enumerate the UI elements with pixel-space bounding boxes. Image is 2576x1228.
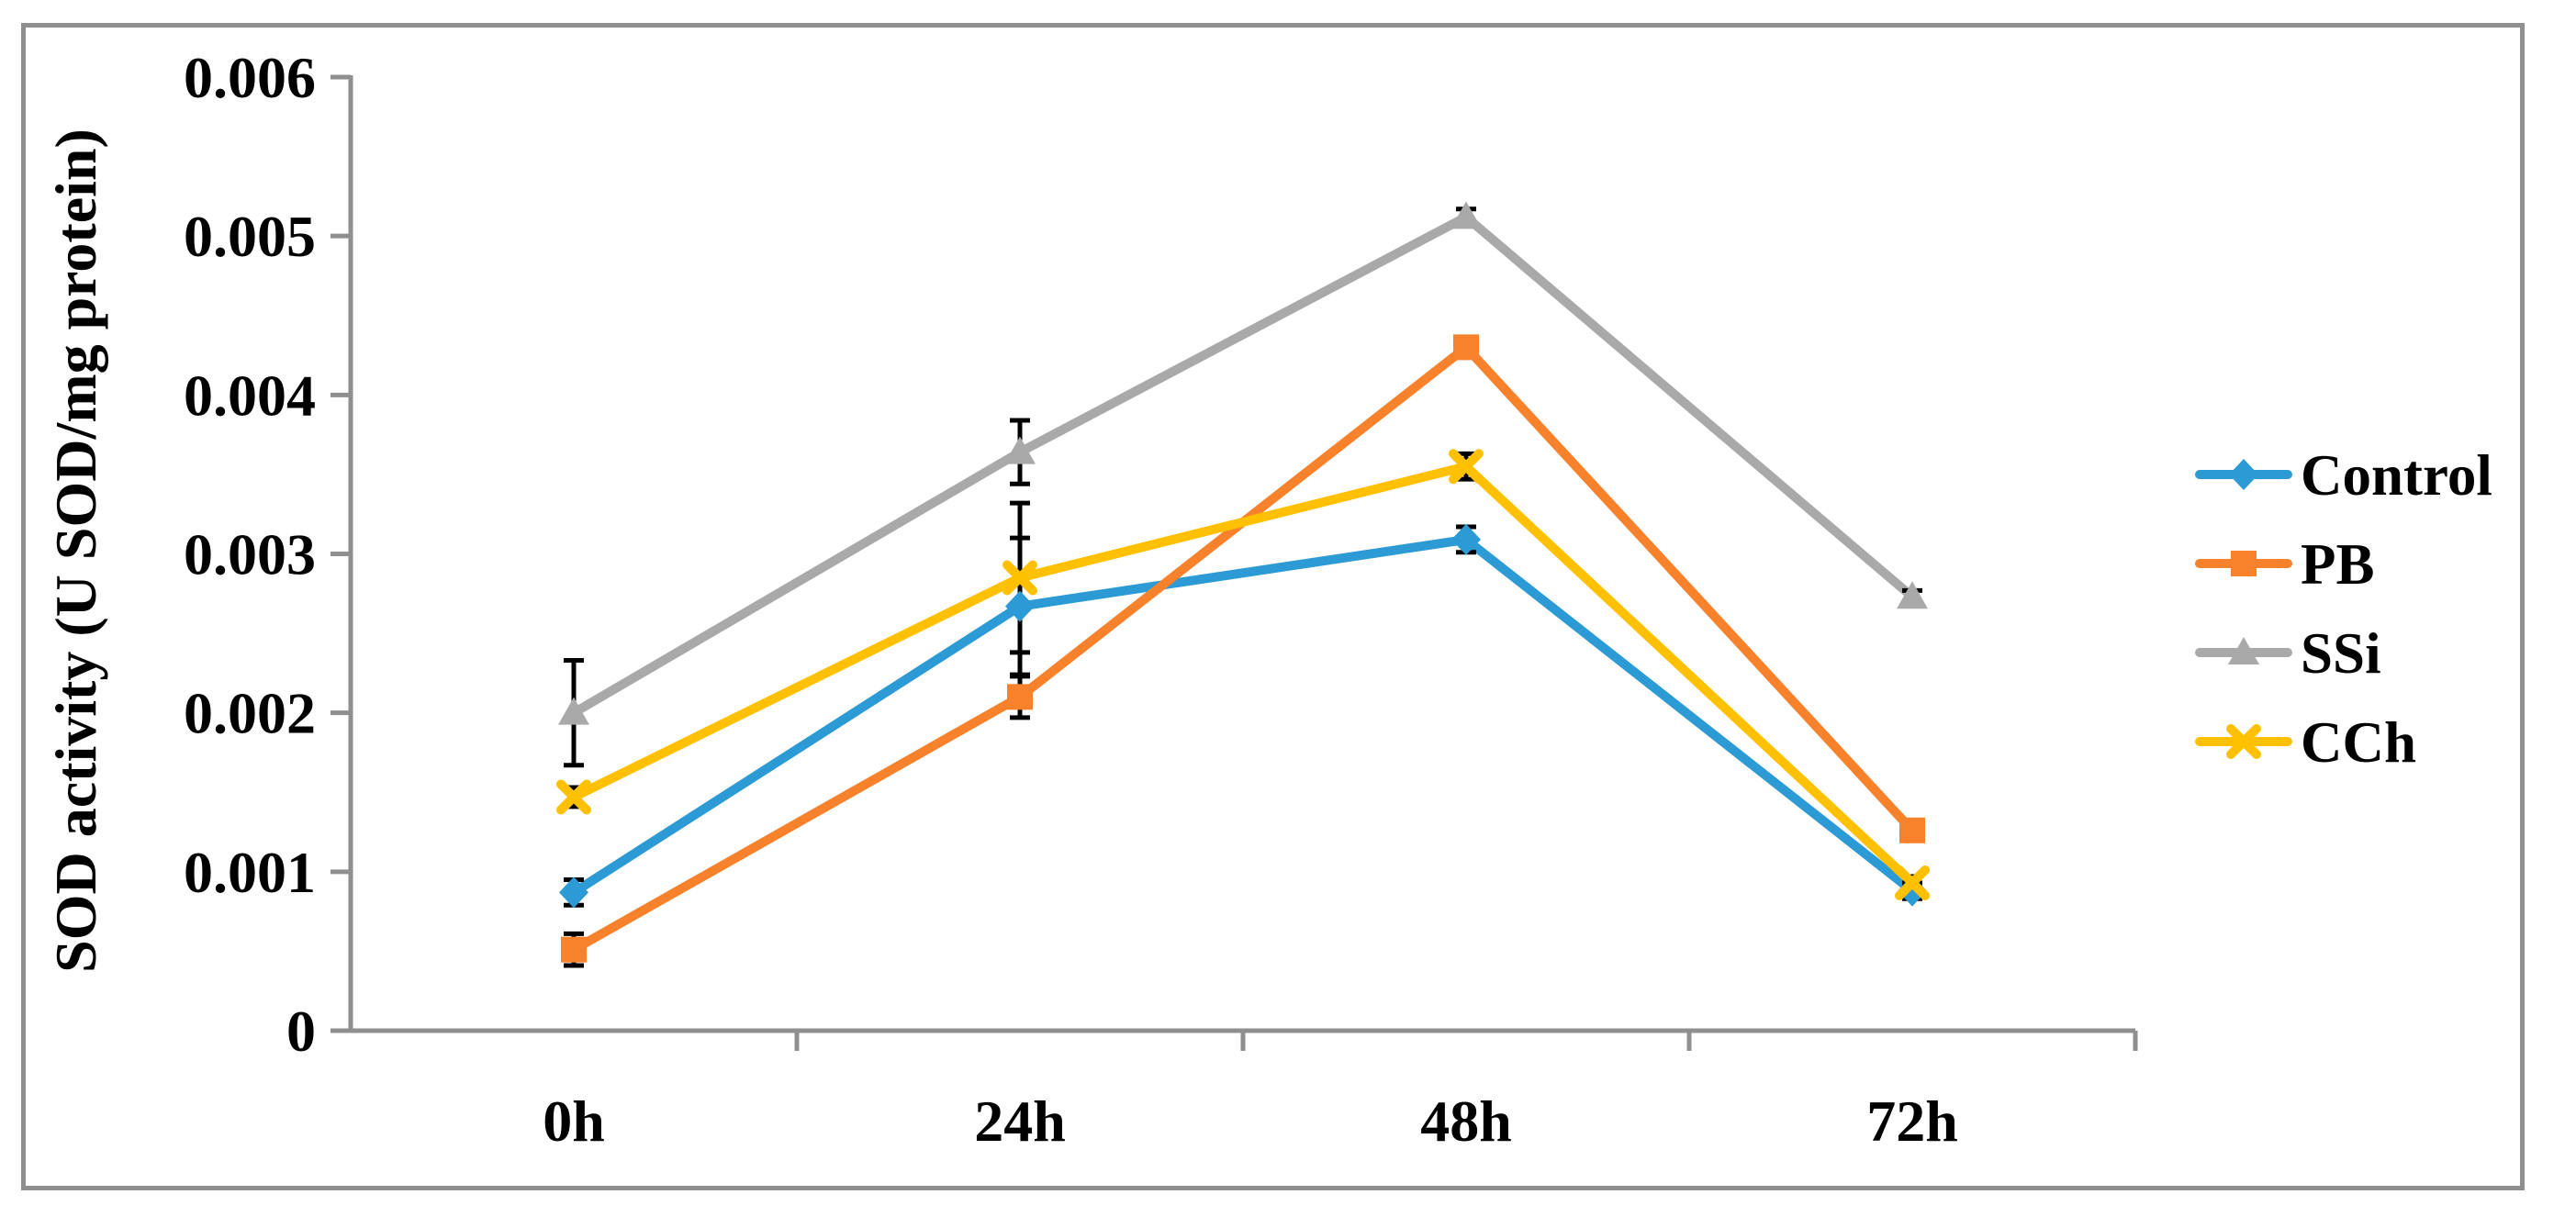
marker-x-cch [1002, 560, 1037, 596]
legend [2195, 459, 2292, 759]
y-tick-label: 0.001 [184, 840, 316, 905]
marker-x-cch [1449, 449, 1484, 485]
x-tick-label: 24h [974, 1088, 1066, 1154]
x-tick-label: 48h [1420, 1088, 1512, 1154]
marker-x-cch [1895, 865, 1930, 900]
legend-item-cch [2195, 724, 2292, 759]
y-tick-label: 0.004 [184, 363, 316, 428]
marker-x-cch [556, 779, 591, 815]
series-line-control [569, 534, 1917, 898]
legend-marker-triangle [2228, 637, 2259, 664]
x-tick-label: 0h [543, 1088, 605, 1154]
y-tick-label: 0 [286, 999, 316, 1064]
marker-square-pb [1453, 334, 1479, 361]
legend-item-pb [2195, 551, 2292, 576]
legend-label: PB [2301, 532, 2375, 597]
y-tick-label: 0.005 [184, 204, 316, 269]
legend-item-ssi [2195, 637, 2292, 664]
y-tick-label: 0.006 [184, 45, 316, 110]
marker-diamond-control [1898, 875, 1927, 907]
series-line-ssi [569, 212, 1917, 718]
marker-square-pb [1007, 684, 1033, 710]
x-tick-label: 72h [1866, 1088, 1958, 1154]
legend-marker-square [2231, 551, 2257, 576]
legend-label: CCh [2301, 710, 2416, 775]
legend-label: Control [2301, 443, 2492, 508]
marker-diamond-control [559, 876, 588, 909]
y-axis-title: SOD activity (U SOD/mg protein) [43, 128, 108, 973]
marker-triangle-ssi [558, 697, 589, 725]
legend-item-control [2195, 459, 2292, 490]
legend-marker-x [2226, 724, 2261, 759]
marker-triangle-ssi [1897, 581, 1928, 609]
marker-diamond-control [1005, 590, 1035, 622]
marker-diamond-control [1451, 523, 1481, 555]
figure-border [21, 23, 2525, 1190]
legend-label: SSi [2301, 621, 2381, 686]
marker-triangle-ssi [1450, 201, 1482, 229]
marker-square-pb [1899, 817, 1925, 843]
y-tick-label: 0.002 [184, 681, 316, 746]
series-line-cch [569, 462, 1917, 888]
marker-square-pb [561, 936, 587, 963]
legend-marker-diamond [2229, 459, 2258, 490]
series-line-pb [569, 342, 1917, 954]
marker-triangle-ssi [1004, 436, 1036, 464]
y-tick-label: 0.003 [184, 522, 316, 587]
